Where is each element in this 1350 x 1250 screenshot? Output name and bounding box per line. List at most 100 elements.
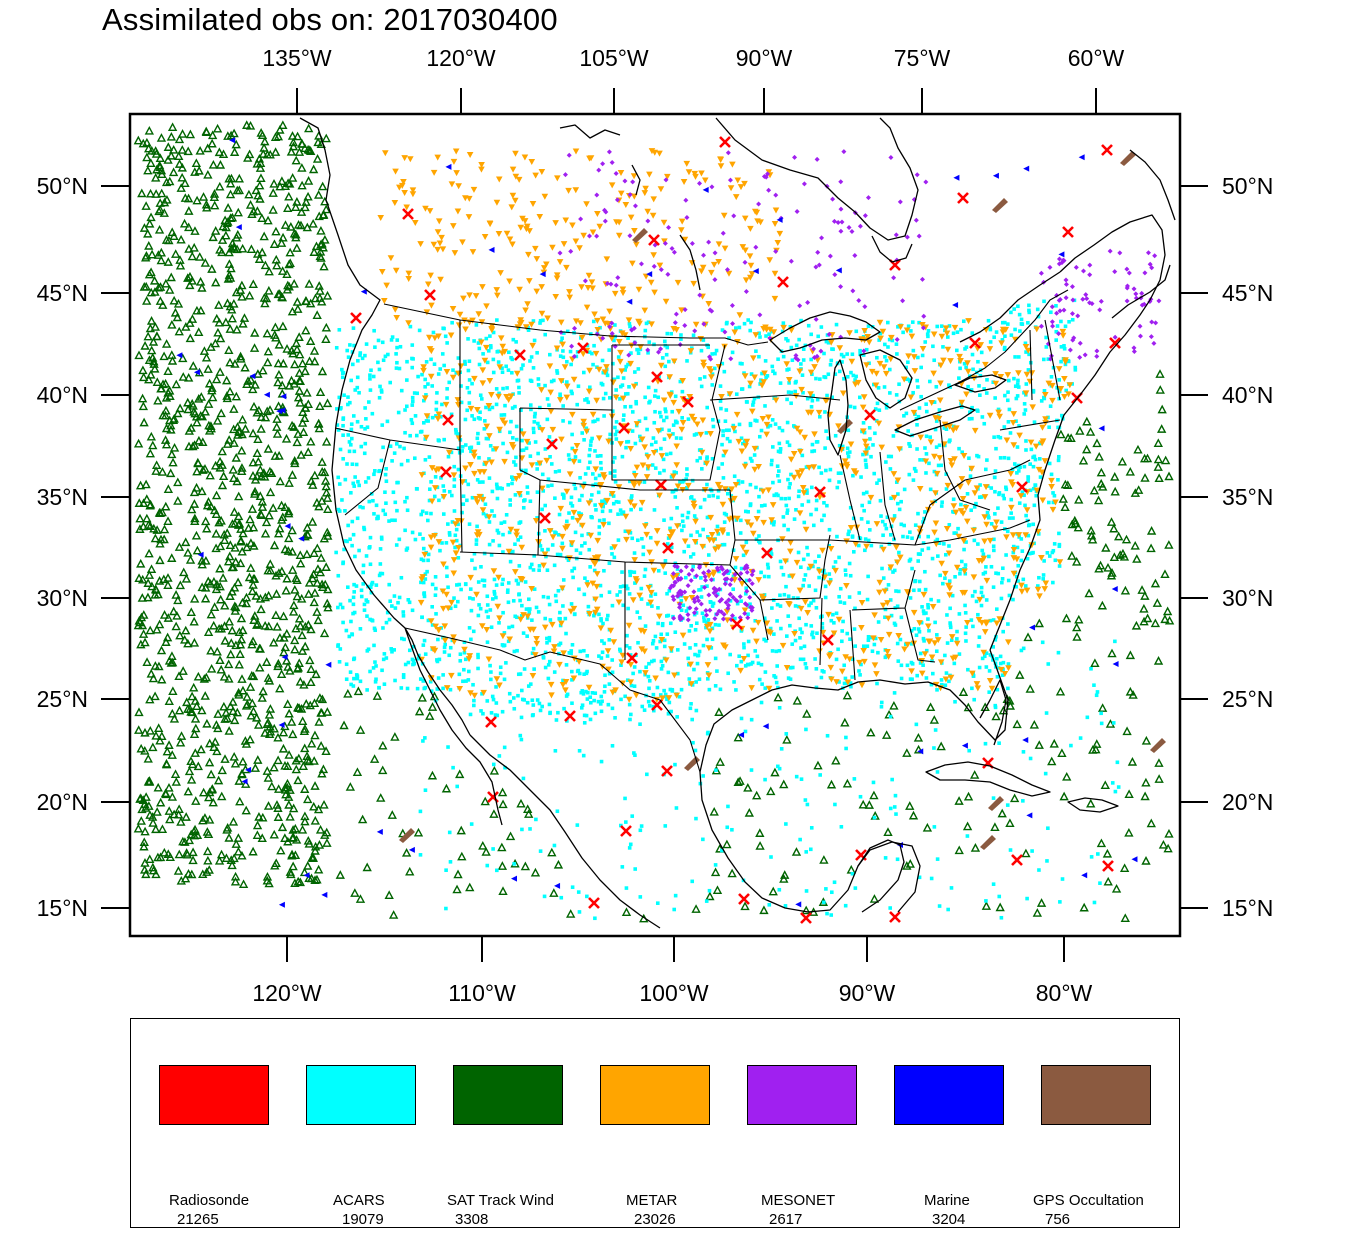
acars-marker — [974, 599, 979, 604]
acars-marker — [1012, 376, 1016, 381]
sat-wind-marker — [227, 586, 237, 596]
sat-wind-marker — [249, 343, 260, 352]
metar-marker — [679, 632, 687, 639]
acars-marker — [672, 907, 677, 912]
sat-wind-marker — [238, 756, 248, 766]
acars-marker — [978, 393, 982, 397]
sat-wind-marker — [152, 807, 162, 816]
acars-marker — [996, 407, 1001, 412]
acars-marker — [943, 653, 947, 658]
acars-marker — [361, 570, 365, 575]
acars-marker — [481, 711, 485, 716]
acars-marker — [854, 374, 858, 379]
sat-wind-marker — [139, 841, 149, 851]
acars-marker — [608, 471, 613, 475]
acars-marker — [863, 537, 868, 541]
acars-marker — [626, 439, 631, 444]
metar-marker — [558, 620, 565, 627]
sat-wind-marker — [1132, 554, 1142, 563]
sat-wind-marker — [284, 478, 294, 487]
acars-marker — [508, 430, 512, 435]
acars-marker — [371, 498, 375, 503]
acars-marker — [397, 366, 402, 371]
acars-marker — [789, 472, 793, 477]
acars-marker — [981, 572, 986, 576]
sat-wind-marker — [1005, 701, 1016, 710]
acars-marker — [335, 423, 340, 427]
acars-marker — [469, 637, 473, 642]
acars-marker — [716, 532, 721, 536]
acars-marker — [811, 564, 815, 569]
top-lon-label: 135°W — [262, 45, 332, 71]
acars-marker — [553, 748, 558, 753]
acars-marker — [883, 342, 887, 347]
sat-wind-marker — [146, 668, 156, 678]
acars-marker — [446, 585, 450, 590]
sat-wind-marker — [321, 204, 331, 214]
acars-marker — [394, 543, 399, 547]
acars-marker — [848, 637, 852, 642]
acars-marker — [546, 547, 550, 552]
acars-marker — [963, 631, 968, 636]
acars-marker — [584, 689, 588, 694]
metar-marker — [735, 438, 743, 445]
sat-wind-marker — [305, 700, 315, 710]
acars-marker — [584, 713, 589, 718]
acars-marker — [658, 693, 663, 697]
acars-marker — [433, 593, 438, 598]
acars-marker — [1051, 500, 1056, 505]
acars-marker — [578, 551, 583, 555]
metar-marker — [592, 466, 600, 473]
sat-wind-marker — [214, 855, 225, 865]
sat-wind-marker — [239, 313, 250, 322]
sat-wind-marker — [185, 271, 195, 281]
metar-marker — [455, 544, 462, 551]
acars-marker — [569, 501, 573, 506]
acars-marker — [806, 552, 810, 557]
acars-marker — [586, 466, 591, 470]
acars-marker — [490, 509, 494, 513]
acars-marker — [345, 462, 349, 466]
acars-marker — [569, 651, 573, 656]
sat-wind-marker — [312, 607, 322, 616]
sat-wind-marker — [1109, 523, 1119, 533]
metar-marker — [513, 370, 521, 377]
acars-marker — [364, 554, 369, 558]
sat-wind-marker — [293, 304, 303, 313]
acars-marker — [409, 417, 414, 422]
acars-marker — [992, 537, 996, 542]
acars-marker — [535, 516, 539, 520]
acars-marker — [944, 487, 949, 491]
sat-wind-marker — [284, 533, 294, 543]
acars-marker — [997, 894, 1002, 899]
acars-marker — [518, 733, 523, 738]
sat-wind-marker — [1084, 588, 1094, 598]
acars-marker — [487, 407, 492, 412]
sat-wind-marker — [217, 765, 227, 775]
sat-wind-marker — [146, 212, 156, 222]
sat-wind-marker — [241, 701, 252, 710]
acars-marker — [710, 626, 715, 631]
metar-marker — [648, 559, 655, 566]
acars-marker — [349, 422, 354, 426]
sat-wind-marker — [271, 610, 281, 620]
acars-marker — [883, 355, 887, 359]
metar-marker — [751, 374, 758, 381]
acars-marker — [710, 372, 715, 376]
sat-wind-marker — [254, 405, 264, 415]
acars-marker — [506, 581, 511, 585]
acars-marker — [777, 887, 782, 892]
acars-marker — [368, 562, 373, 567]
acars-marker — [533, 440, 538, 444]
acars-marker — [1044, 335, 1048, 340]
acars-marker — [628, 717, 632, 722]
acars-marker — [527, 610, 532, 615]
sat-wind-marker — [251, 712, 262, 722]
acars-marker — [366, 476, 371, 480]
metar-marker — [690, 504, 698, 511]
sat-wind-marker — [221, 230, 231, 240]
sat-wind-marker — [284, 191, 294, 201]
sat-wind-marker — [236, 613, 247, 623]
sat-wind-marker — [208, 797, 218, 807]
sat-wind-marker — [298, 716, 308, 726]
